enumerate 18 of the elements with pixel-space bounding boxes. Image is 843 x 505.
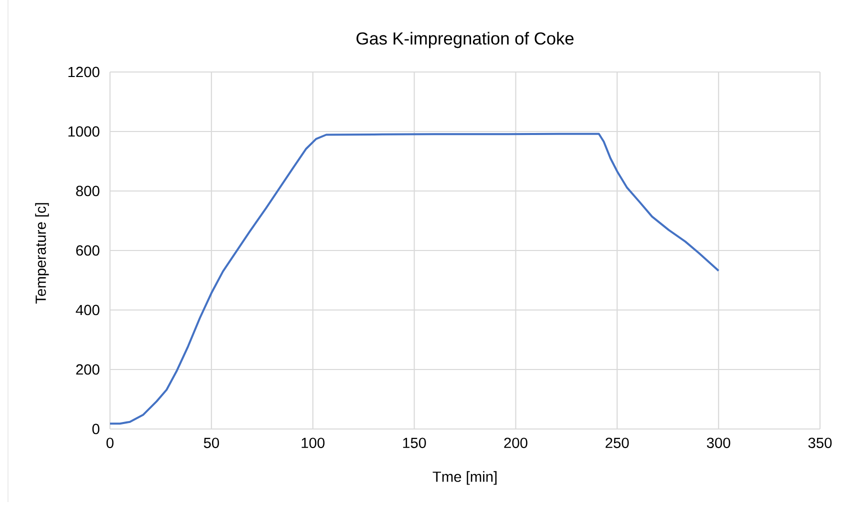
- y-tick-label: 200: [76, 364, 100, 375]
- y-axis-title: Temperature [c]: [35, 203, 49, 304]
- x-tick-label: 350: [808, 438, 832, 448]
- y-tick-label: 800: [76, 186, 100, 196]
- x-tick-label: 50: [204, 438, 219, 448]
- x-tick-label: 100: [302, 438, 325, 448]
- y-tick-label: 400: [76, 304, 100, 316]
- x-tick-label: 250: [606, 438, 629, 448]
- x-axis-title: Tme [min]: [432, 471, 497, 485]
- x-tick-label: 200: [504, 438, 528, 448]
- chart-title: Gas K-impregnation of Coke: [356, 32, 574, 48]
- x-tick-label: 0: [106, 438, 114, 448]
- y-tick-label: 0: [92, 424, 100, 434]
- y-tick-label: 1200: [68, 66, 100, 78]
- x-tick-label: 300: [706, 438, 730, 448]
- y-tick-label: 600: [76, 245, 100, 256]
- x-tick-label: 150: [403, 438, 426, 448]
- y-tick-label: 1000: [68, 126, 100, 137]
